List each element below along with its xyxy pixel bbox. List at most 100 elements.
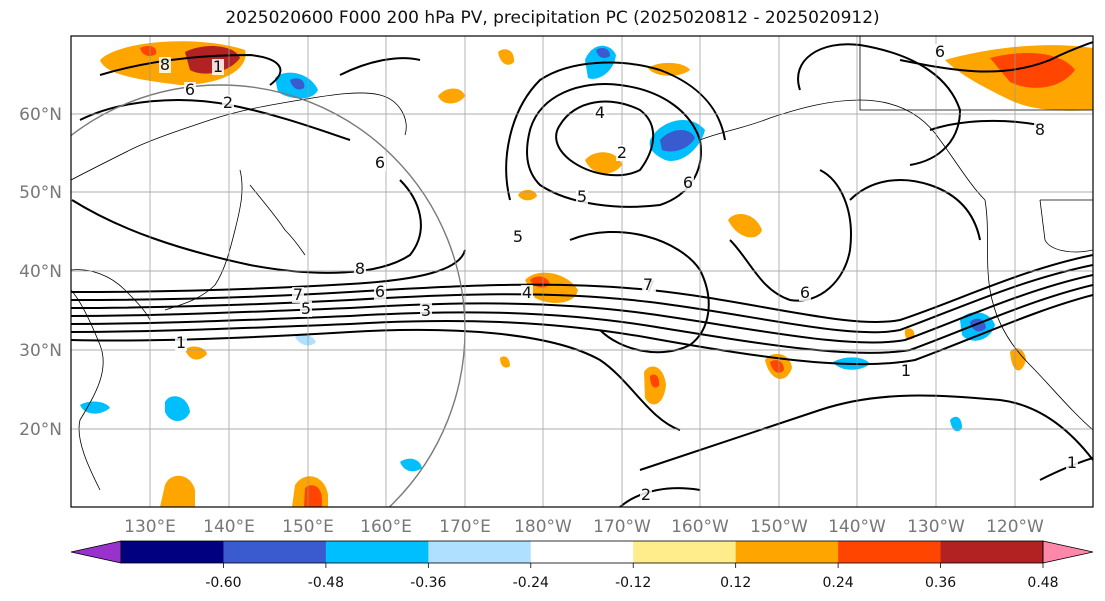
contour-label: 1 [213,57,223,76]
longitude-label: 160°E [360,517,412,537]
latitude-label: 20°N [19,420,62,440]
colorbar-tick-label: 0.24 [823,575,854,591]
colorbar-extend-low [70,540,122,564]
contour-label-background [521,285,533,301]
colorbar-tick-label: -0.36 [410,575,446,591]
contour-label-background [374,284,386,300]
contour-label-background [642,277,654,293]
contour-label-background [184,82,196,98]
longitude-label: 180°W [514,517,572,537]
colorbar-extend-high [1042,540,1094,564]
contour-label-background [420,303,432,319]
contour-label: 8 [160,55,170,74]
contour-label: 4 [595,103,605,122]
shade-negative-region [596,48,610,58]
colorbar-segment [223,541,327,563]
contour-label: 6 [935,42,945,61]
contour-label: 6 [683,173,693,192]
contour-label-background [682,175,694,191]
contour-label: 3 [421,301,431,320]
colorbar-tick-label: -0.24 [513,575,549,591]
latitude-label: 50°N [19,183,62,203]
shade-positive-region [160,475,195,507]
shade-negative-region [400,458,422,472]
contour-label-background [900,363,912,379]
contour-label-background [934,44,946,60]
longitude-label: 140°W [828,517,886,537]
shade-negative-region [290,78,305,90]
contour-label-background [212,59,224,75]
longitude-label: 170°E [439,517,491,537]
contour-label-background [1034,122,1046,138]
contour-label-background [292,287,304,303]
map-title: 2025020600 F000 200 hPa PV, precipitatio… [225,8,880,28]
longitude-label: 120°W [986,517,1044,537]
latitude-label: 40°N [19,262,62,282]
longitude-label: 130°E [124,517,176,537]
contour-label-background [512,229,524,245]
gridlines [71,36,1093,507]
colorbar: -0.60 -0.48 -0.36 -0.24 -0.12 0.12 0.24 0.36 0.4… [70,540,1094,591]
pv-contours [71,41,1093,507]
contour-label-background [222,95,234,111]
contour-label-background [1066,455,1078,471]
colorbar-segment [530,541,634,563]
longitude-label: 130°W [907,517,965,537]
shade-strong-positive-region [990,53,1075,88]
longitude-label: 150°E [282,517,334,537]
shade-strong-positive-region [304,485,322,507]
colorbar-tick-label: -0.12 [615,575,651,591]
shade-positive-region [500,356,510,368]
contour-label: 6 [375,282,385,301]
coastlines [71,36,1093,491]
shade-positive-region [1010,348,1026,371]
contour-label-background [354,261,366,277]
contour-label: 6 [185,80,195,99]
contour-label: 1 [1067,453,1077,472]
contour-label: 5 [301,299,311,318]
contour-label: 8 [1035,120,1045,139]
latitude-labels: 60°N 50°N 40°N 30°N 20°N [19,105,62,440]
contour-labels: 8162654256768674351687121 [159,42,1078,504]
longitude-label: 160°W [671,517,729,537]
shade-negative-region [295,334,316,346]
contour-label: 1 [176,333,186,352]
colorbar-segment [325,541,429,563]
latitude-label: 60°N [19,105,62,125]
contour-label: 5 [577,187,587,206]
contour-label: 2 [617,143,627,162]
shade-negative-region [165,396,190,421]
contour-label-background [576,189,588,205]
map-frame [70,35,1094,508]
contour-label: 7 [293,285,303,304]
colorbar-segment [838,541,942,563]
contour-label-background [594,105,606,121]
longitude-label: 150°W [750,517,808,537]
colorbar-outline [120,540,1044,564]
shade-strong-positive-region [140,46,157,56]
longitude-label: 140°E [203,517,255,537]
contour-label-background [300,301,312,317]
contour-label-background [374,155,386,171]
map-plot-area [71,36,1093,507]
longitude-labels: 130°E 140°E 150°E 160°E 170°E 180°W 170°W 160°W… [124,517,1044,537]
contour-label: 5 [513,227,523,246]
contour-label: 2 [641,485,651,504]
shade-positive-region [648,62,690,76]
shade-strong-positive-region [650,374,660,388]
contour-label-background [640,487,652,503]
contour-label: 6 [375,153,385,172]
latitude-label: 30°N [19,341,62,361]
contour-label: 1 [901,361,911,380]
shade-negative-region [950,416,962,432]
colorbar-tick-label: -0.60 [205,575,241,591]
contour-label-background [616,145,628,161]
shade-negative-region [80,401,110,414]
contour-label: 2 [223,93,233,112]
contour-label-background [175,335,187,351]
contour-label: 4 [522,283,532,302]
colorbar-segment [940,541,1044,563]
shade-positive-region [728,214,762,238]
colorbar-segment [121,541,224,563]
